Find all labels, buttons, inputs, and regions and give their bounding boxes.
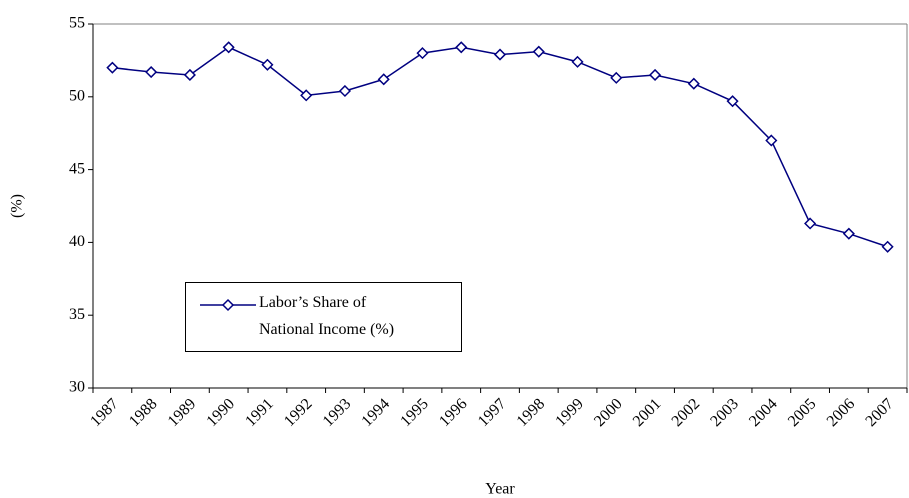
x-tick-label: 1993 xyxy=(320,395,355,430)
point-marker xyxy=(571,55,584,68)
point-marker xyxy=(881,240,894,253)
x-tick-label: 2007 xyxy=(862,395,897,430)
point-marker xyxy=(648,68,662,82)
legend-marker xyxy=(221,298,235,312)
series-line xyxy=(112,46,888,248)
x-tick-label: 1999 xyxy=(552,395,587,430)
point-marker xyxy=(610,71,623,84)
y-tick-label: 30 xyxy=(69,379,85,396)
x-tick-label: 1992 xyxy=(281,395,316,430)
x-tick-label: 2005 xyxy=(785,395,820,430)
x-tick-label: 2004 xyxy=(746,395,781,430)
point-marker xyxy=(300,89,313,102)
point-marker xyxy=(532,45,545,58)
point-marker xyxy=(338,84,352,98)
y-tick-label: 55 xyxy=(69,15,85,32)
x-tick-label: 2000 xyxy=(591,395,626,430)
x-tick-label: 1991 xyxy=(242,395,277,430)
y-tick-label: 45 xyxy=(69,160,85,177)
x-tick-label: 1995 xyxy=(397,395,432,430)
legend-label: Labor’s Share of National Income (%) xyxy=(259,294,395,338)
point-marker xyxy=(416,47,429,60)
point-marker xyxy=(222,41,235,54)
x-tick-label: 1998 xyxy=(514,395,549,430)
point-marker xyxy=(765,134,778,147)
x-tick-label: 1988 xyxy=(126,395,161,430)
x-tick-label: 2003 xyxy=(707,395,742,430)
legend: Labor’s Share of National Income (%) xyxy=(185,282,462,352)
y-tick-label: 50 xyxy=(69,87,85,104)
x-tick-label: 1987 xyxy=(87,395,122,430)
x-tick-label: 1996 xyxy=(436,395,471,430)
x-tick-label: 2002 xyxy=(669,395,704,430)
point-marker xyxy=(842,227,855,240)
x-tick-label: 1989 xyxy=(165,395,200,430)
point-marker xyxy=(183,68,196,82)
point-marker xyxy=(145,65,158,79)
point-marker xyxy=(687,77,700,90)
point-marker xyxy=(106,61,119,74)
x-axis-label: Year xyxy=(485,481,515,498)
x-tick-label: 2001 xyxy=(630,395,665,430)
point-marker xyxy=(261,58,274,71)
y-tick-label: 40 xyxy=(69,233,85,250)
point-marker xyxy=(726,95,739,108)
x-tick-label: 1997 xyxy=(475,395,510,430)
point-marker xyxy=(493,48,507,61)
y-axis-label: (%) xyxy=(9,194,26,218)
x-tick-label: 1994 xyxy=(358,395,393,430)
y-tick-label: 35 xyxy=(69,306,85,323)
x-tick-label: 1990 xyxy=(203,395,238,430)
point-marker xyxy=(455,41,468,54)
point-marker xyxy=(804,217,817,230)
legend-symbol xyxy=(200,298,256,312)
point-marker xyxy=(377,73,390,86)
x-tick-label: 2006 xyxy=(824,395,859,430)
